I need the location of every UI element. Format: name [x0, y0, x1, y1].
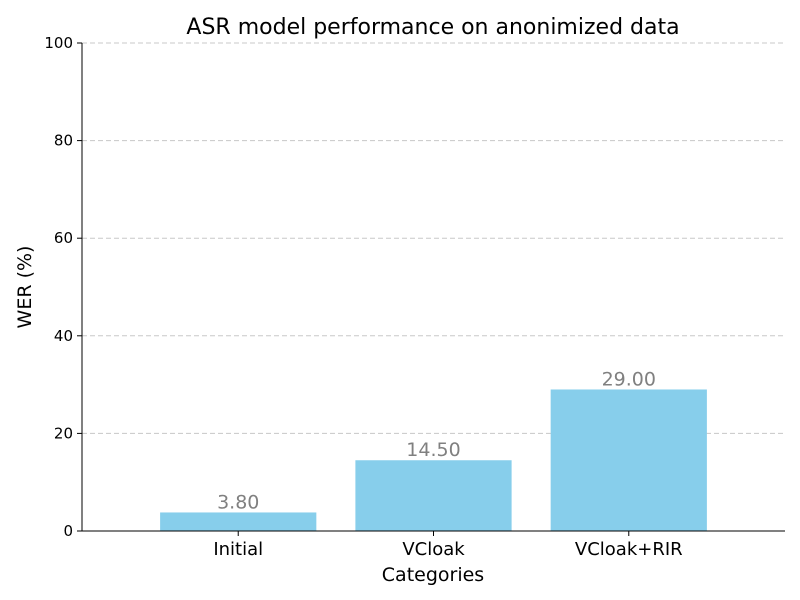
- x-ticks: Initial VCloak VCloak+RIR: [213, 531, 683, 560]
- bar-vcloak: [355, 460, 512, 531]
- y-tick-label: 100: [44, 34, 73, 52]
- x-tick-label: VCloak: [402, 539, 465, 560]
- grid-lines: [82, 42, 785, 434]
- value-labels: 3.80 14.50 29.00: [217, 368, 656, 513]
- bars: [160, 389, 707, 531]
- bar-initial: [160, 512, 317, 531]
- value-label: 14.50: [406, 439, 460, 461]
- y-tick-label: 60: [54, 229, 73, 247]
- y-ticks: 0 20 40 60 80 100: [44, 34, 82, 540]
- y-tick-label: 0: [63, 522, 73, 540]
- chart-title: ASR model performance on anonimized data: [186, 15, 679, 40]
- y-axis-label: WER (%): [14, 246, 36, 329]
- x-axis-label: Categories: [382, 564, 484, 586]
- value-label: 29.00: [602, 368, 656, 390]
- x-tick-label: VCloak+RIR: [575, 539, 683, 560]
- x-tick-label: Initial: [213, 539, 263, 560]
- bar-vcloak-rir: [550, 389, 707, 531]
- value-label: 3.80: [217, 491, 259, 513]
- y-tick-label: 20: [54, 424, 73, 442]
- y-tick-label: 80: [54, 132, 73, 150]
- y-tick-label: 40: [54, 327, 73, 345]
